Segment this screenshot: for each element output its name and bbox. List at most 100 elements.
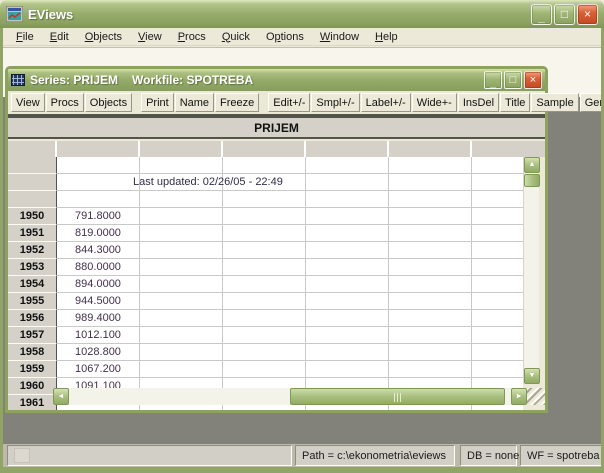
row-value[interactable]: 1067.200 (57, 361, 140, 378)
empty-cell[interactable] (472, 361, 523, 378)
empty-cell[interactable] (306, 174, 389, 191)
empty-cell[interactable] (306, 361, 389, 378)
toolbar-procs-button[interactable]: Procs (45, 93, 84, 112)
column-header-cell[interactable] (472, 141, 545, 157)
menu-quick[interactable]: Quick (221, 30, 250, 43)
row-value[interactable] (57, 191, 140, 208)
empty-cell[interactable] (389, 208, 472, 225)
column-header-cell[interactable] (57, 141, 140, 157)
empty-cell[interactable] (306, 242, 389, 259)
toolbar-freeze-button[interactable]: Freeze (215, 93, 260, 112)
empty-cell[interactable] (306, 225, 389, 242)
scroll-left-button[interactable]: ◄ (53, 388, 69, 405)
empty-cell[interactable] (306, 191, 389, 208)
empty-cell[interactable] (306, 344, 389, 361)
empty-cell[interactable] (223, 174, 306, 191)
toolbar-insdel-button[interactable]: InsDel (457, 93, 500, 112)
toolbar-edit-button[interactable]: Edit+/- (268, 93, 311, 112)
empty-cell[interactable] (472, 225, 523, 242)
menu-procs[interactable]: Procs (177, 30, 206, 43)
empty-cell[interactable] (389, 225, 472, 242)
vertical-scrollbar[interactable]: ▲ ▼ (523, 157, 540, 384)
vertical-scroll-thumb[interactable] (524, 174, 540, 187)
empty-cell[interactable] (389, 327, 472, 344)
row-value[interactable]: 844.3000 (57, 242, 140, 259)
scroll-up-button[interactable]: ▲ (524, 157, 540, 173)
toolbar-view-button[interactable]: View (11, 93, 45, 112)
empty-cell[interactable] (223, 327, 306, 344)
menu-window[interactable]: Window (319, 30, 360, 43)
toolbar-smpl-button[interactable]: Smpl+/- (311, 93, 360, 112)
close-button[interactable]: × (577, 3, 598, 25)
empty-cell[interactable] (223, 276, 306, 293)
toolbar-sample-button[interactable]: Sample (531, 93, 579, 112)
toolbar-objects-button[interactable]: Objects (84, 93, 133, 112)
empty-cell[interactable] (140, 310, 223, 327)
menu-objects[interactable]: Objects (84, 30, 123, 43)
menu-edit[interactable]: Edit (49, 30, 69, 43)
empty-cell[interactable] (472, 174, 523, 191)
row-year[interactable]: 1954 (8, 276, 57, 293)
menu-view[interactable]: View (138, 30, 162, 43)
empty-cell[interactable] (223, 361, 306, 378)
column-header-cell[interactable] (140, 141, 223, 157)
row-value[interactable] (57, 174, 140, 191)
empty-cell[interactable] (223, 293, 306, 310)
toolbar-wide-button[interactable]: Wide+- (411, 93, 457, 112)
empty-cell[interactable] (223, 225, 306, 242)
empty-cell[interactable] (389, 174, 472, 191)
empty-cell[interactable] (140, 344, 223, 361)
empty-cell[interactable] (140, 157, 223, 174)
empty-cell[interactable] (223, 344, 306, 361)
row-year[interactable]: 1960 (8, 378, 57, 395)
row-year[interactable] (8, 157, 57, 174)
minimize-button[interactable]: _ (531, 3, 552, 25)
empty-cell[interactable] (389, 293, 472, 310)
toolbar-label-button[interactable]: Label+/- (360, 93, 411, 112)
series-titlebar[interactable]: Series: PRIJEM Workfile: SPOTREBA _ □ × (8, 69, 545, 91)
row-year[interactable]: 1957 (8, 327, 57, 344)
row-year[interactable] (8, 174, 57, 191)
row-year[interactable]: 1955 (8, 293, 57, 310)
row-year[interactable]: 1958 (8, 344, 57, 361)
column-header-cell[interactable] (223, 141, 306, 157)
row-value[interactable]: 989.4000 (57, 310, 140, 327)
empty-cell[interactable] (472, 242, 523, 259)
menu-options[interactable]: Options (265, 30, 304, 43)
empty-cell[interactable] (389, 242, 472, 259)
empty-cell[interactable] (472, 208, 523, 225)
row-value[interactable]: 880.0000 (57, 259, 140, 276)
row-value[interactable]: 944.5000 (57, 293, 140, 310)
empty-cell[interactable] (140, 327, 223, 344)
empty-cell[interactable] (140, 242, 223, 259)
empty-cell[interactable] (389, 276, 472, 293)
row-year[interactable]: 1951 (8, 225, 57, 242)
row-year[interactable]: 1956 (8, 310, 57, 327)
empty-cell[interactable] (472, 259, 523, 276)
empty-cell[interactable] (306, 310, 389, 327)
maximize-button[interactable]: □ (554, 3, 575, 25)
row-year[interactable]: 1950 (8, 208, 57, 225)
menu-file[interactable]: File (16, 30, 34, 43)
row-value[interactable]: 791.8000 (57, 208, 140, 225)
empty-cell[interactable] (389, 259, 472, 276)
empty-cell[interactable] (306, 293, 389, 310)
toolbar-name-button[interactable]: Name (174, 93, 215, 112)
toolbar-genr-button[interactable]: Genr (579, 93, 604, 112)
empty-cell[interactable] (140, 174, 223, 191)
empty-cell[interactable] (472, 327, 523, 344)
empty-cell[interactable] (472, 310, 523, 327)
row-year[interactable]: 1959 (8, 361, 57, 378)
row-value[interactable]: 894.0000 (57, 276, 140, 293)
row-year[interactable]: 1961 (8, 395, 57, 410)
column-header-cell[interactable] (389, 141, 472, 157)
scroll-right-button[interactable]: ► (511, 388, 527, 405)
series-maximize-button[interactable]: □ (504, 71, 522, 89)
row-value[interactable]: 819.0000 (57, 225, 140, 242)
empty-cell[interactable] (306, 208, 389, 225)
series-close-button[interactable]: × (524, 71, 542, 89)
row-year[interactable] (8, 191, 57, 208)
empty-cell[interactable] (223, 208, 306, 225)
scroll-down-button[interactable]: ▼ (524, 368, 540, 384)
horizontal-scrollbar[interactable]: ◄ ► (53, 388, 527, 405)
